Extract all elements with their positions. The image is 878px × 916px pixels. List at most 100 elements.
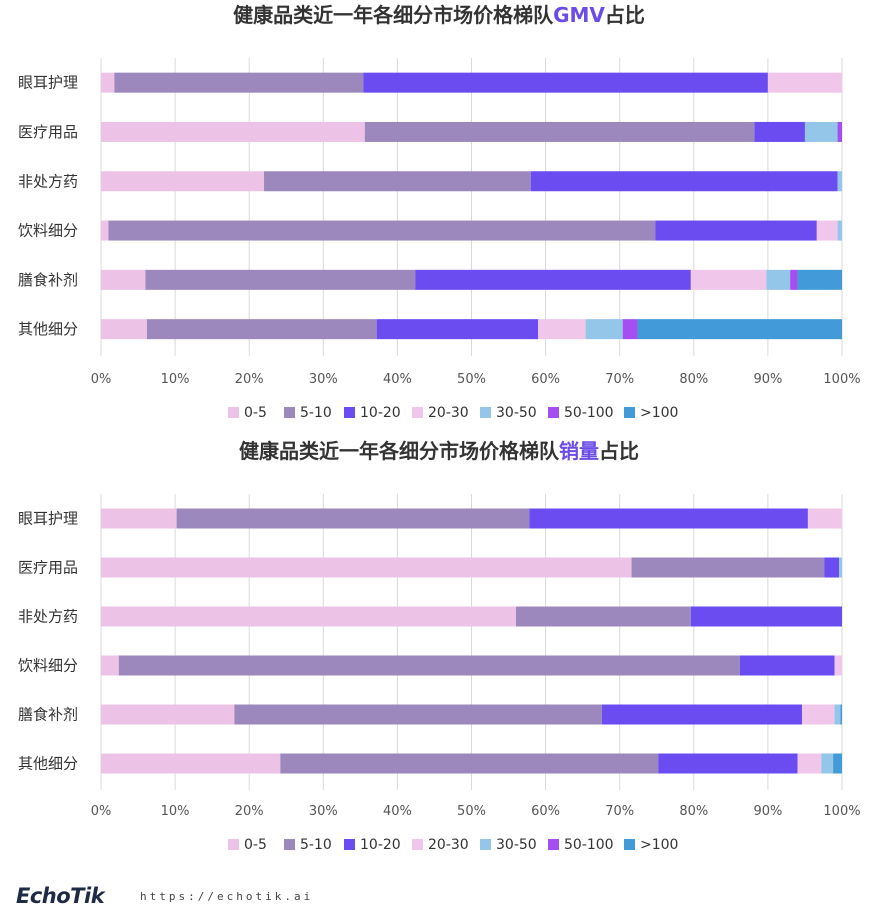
bar-segment-5-10 — [364, 121, 755, 142]
category-label: 其他细分 — [18, 755, 78, 773]
bar-segment-0-5 — [101, 269, 146, 290]
legend-swatch — [624, 407, 635, 418]
bar-segment-5-10 — [234, 704, 602, 725]
bar-segment-10-20 — [415, 269, 691, 290]
x-tick-label: 80% — [679, 372, 708, 387]
bar-segment-5-10 — [280, 753, 659, 774]
bar-segment-5-10 — [146, 319, 377, 340]
bar-segment-5-10 — [114, 72, 364, 93]
legend-label: 50-100 — [564, 837, 614, 853]
legend-swatch — [228, 839, 239, 850]
bar-segment-30-50 — [766, 269, 791, 290]
x-tick-label: 60% — [531, 372, 560, 387]
footer: EchoTik https://echotik.ai — [0, 884, 878, 916]
legend-label: 10-20 — [360, 837, 401, 853]
legend-swatch — [480, 839, 491, 850]
category-label: 医疗用品 — [18, 559, 78, 577]
legend-swatch — [480, 407, 491, 418]
x-tick-label: 40% — [383, 372, 412, 387]
x-tick-label: 80% — [679, 804, 708, 819]
echotik-logo: EchoTik — [16, 884, 105, 908]
bar-segment-0-5 — [101, 753, 281, 774]
x-tick-label: 10% — [161, 804, 190, 819]
bar-segment-30-50 — [837, 171, 842, 192]
legend-swatch — [624, 839, 635, 850]
legend-label: 50-100 — [564, 405, 614, 421]
chart-title: 健康品类近一年各细分市场价格梯队销量占比 — [239, 439, 639, 463]
legend-swatch — [344, 407, 355, 418]
legend-label: >100 — [640, 405, 678, 421]
bar-segment-30-50 — [804, 121, 838, 142]
bar-segment-20-30 — [801, 704, 835, 725]
bar-segment-0-5 — [101, 606, 516, 627]
category-label: 医疗用品 — [18, 123, 78, 141]
category-label: 饮料细分 — [18, 657, 78, 675]
legend-swatch — [284, 407, 295, 418]
legend-label: >100 — [640, 837, 678, 853]
x-tick-label: 90% — [753, 804, 782, 819]
bar-segment-30-50 — [839, 557, 842, 578]
legend-swatch — [548, 407, 559, 418]
x-tick-label: 20% — [235, 804, 264, 819]
chart-2: 健康品类近一年各细分市场价格梯队销量占比 0% 10% 20% 30% 40% 50% 60%… — [18, 439, 861, 853]
bar-segment-10-20 — [658, 753, 798, 774]
bar-segment-0-5 — [101, 557, 632, 578]
bar-segment->100 — [637, 319, 842, 340]
category-label: 非处方药 — [18, 172, 78, 190]
legend-label: 10-20 — [360, 405, 401, 421]
bar-segment-30-50 — [585, 319, 623, 340]
bar-segment-10-20 — [655, 220, 817, 241]
category-label: 膳食补剂 — [18, 271, 78, 289]
legend-label: 5-10 — [300, 837, 332, 853]
category-label: 眼耳护理 — [18, 74, 78, 92]
bar-segment-0-5 — [101, 319, 147, 340]
bar-segment-10-20 — [529, 508, 808, 529]
x-tick-label: 50% — [457, 372, 486, 387]
bar-segment-0-5 — [101, 655, 119, 676]
x-tick-label: 30% — [309, 804, 338, 819]
chart-title: 健康品类近一年各细分市场价格梯队GMV占比 — [233, 3, 645, 27]
bar-segment-0-5 — [101, 220, 109, 241]
x-tick-label: 10% — [161, 372, 190, 387]
legend-swatch — [228, 407, 239, 418]
x-tick-label: 100% — [823, 804, 860, 819]
bar-segment-0-5 — [101, 704, 235, 725]
bar-segment-30-50 — [821, 753, 834, 774]
bar-segment-0-5 — [101, 121, 365, 142]
legend-swatch — [344, 839, 355, 850]
legend-swatch — [412, 839, 423, 850]
bar-segment-5-10 — [515, 606, 691, 627]
x-tick-label: 60% — [531, 804, 560, 819]
x-tick-label: 50% — [457, 804, 486, 819]
bar-segment-10-20 — [690, 606, 842, 627]
category-label: 膳食补剂 — [18, 706, 78, 724]
bar-segment-0-5 — [101, 508, 177, 529]
x-tick-label: 70% — [605, 372, 634, 387]
legend-label: 0-5 — [244, 837, 267, 853]
bar-segment-10-20 — [363, 72, 768, 93]
x-tick-label: 70% — [605, 804, 634, 819]
category-label: 饮料细分 — [18, 222, 78, 240]
bar-segment-10-20 — [824, 557, 840, 578]
bar-segment-5-10 — [631, 557, 825, 578]
bar-segment-50-100 — [790, 269, 798, 290]
bar-segment-10-20 — [739, 655, 835, 676]
legend-label: 20-30 — [428, 405, 469, 421]
category-label: 非处方药 — [18, 608, 78, 626]
bar-segment->100 — [833, 753, 842, 774]
bar-segment-30-50 — [834, 704, 841, 725]
bar-segment-20-30 — [816, 220, 838, 241]
bar-segment-5-10 — [118, 655, 740, 676]
bar-segment-5-10 — [108, 220, 656, 241]
bar-segment-5-10 — [264, 171, 531, 192]
bar-segment-20-30 — [767, 72, 842, 93]
chart-canvas: 健康品类近一年各细分市场价格梯队GMV占比 0% 10% 20% 30% 40% 50% 60… — [18, 3, 861, 853]
bar-segment-10-20 — [530, 171, 838, 192]
bar-segment-10-20 — [601, 704, 802, 725]
category-label: 其他细分 — [18, 320, 78, 338]
bar-segment->100 — [840, 704, 842, 725]
legend-swatch — [412, 407, 423, 418]
x-tick-label: 0% — [91, 372, 112, 387]
legend-label: 5-10 — [300, 405, 332, 421]
bar-segment-50-100 — [622, 319, 638, 340]
